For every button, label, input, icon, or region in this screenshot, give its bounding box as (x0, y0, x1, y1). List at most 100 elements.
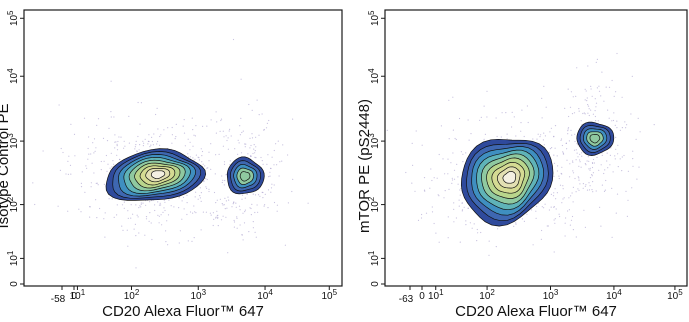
event-dot (266, 122, 268, 124)
event-dot (535, 210, 537, 212)
event-dot (513, 116, 515, 118)
event-dot (621, 156, 623, 158)
event-dot (604, 189, 607, 191)
event-dot (616, 127, 618, 129)
event-dot (228, 199, 230, 201)
event-dot (273, 164, 275, 166)
event-dot (257, 211, 259, 213)
event-dot (386, 129, 388, 131)
event-dot (132, 213, 134, 215)
event-dot (235, 206, 237, 208)
event-dot (577, 156, 579, 158)
event-dot (536, 205, 538, 208)
event-dot (444, 173, 446, 175)
event-dot (476, 228, 478, 231)
event-dot (595, 120, 597, 122)
event-dot (220, 119, 222, 122)
event-dot (580, 120, 582, 122)
event-dot (459, 189, 461, 191)
event-dot (86, 167, 88, 169)
event-dot (194, 211, 196, 213)
event-dot (215, 154, 217, 156)
event-dot (262, 191, 264, 194)
event-dot (187, 240, 189, 242)
event-dot (192, 129, 194, 131)
event-dot (520, 130, 522, 132)
event-dot (240, 152, 243, 154)
event-dot (171, 142, 173, 144)
event-dot (242, 130, 244, 132)
event-dot (467, 207, 469, 209)
event-dot (119, 159, 121, 161)
event-dot (221, 203, 223, 205)
event-dot (561, 144, 564, 147)
event-dot (128, 142, 130, 144)
event-dot (152, 144, 154, 146)
event-dot (165, 230, 167, 232)
event-dot (573, 112, 576, 114)
event-dot (254, 152, 256, 154)
event-dot (447, 158, 449, 160)
event-dot (625, 190, 627, 192)
event-dot (210, 168, 212, 170)
event-dot (186, 213, 188, 216)
event-dot (569, 106, 572, 108)
event-dot (239, 209, 241, 211)
event-dot (553, 251, 555, 253)
event-dot (448, 99, 450, 101)
event-dot (287, 202, 289, 204)
event-dot (589, 177, 592, 179)
event-dot (567, 210, 569, 212)
event-dot (110, 152, 112, 154)
event-dot (145, 204, 147, 206)
event-dot (572, 96, 574, 98)
event-dot (610, 147, 612, 149)
event-dot (486, 90, 488, 92)
event-dot (144, 234, 146, 236)
event-dot (615, 148, 617, 150)
event-dot (210, 119, 212, 121)
y-tick-label: 105 (6, 10, 20, 26)
event-dot (586, 97, 588, 99)
event-dot (480, 231, 482, 234)
event-dot (458, 117, 461, 120)
event-dot (157, 128, 159, 130)
event-dot (244, 143, 246, 145)
event-dot (170, 205, 172, 207)
event-dot (192, 157, 194, 159)
event-dot (96, 217, 98, 219)
event-dot (588, 189, 591, 191)
event-dot (488, 254, 490, 256)
event-dot (85, 165, 87, 167)
event-dot (578, 108, 580, 110)
event-dot (95, 147, 97, 149)
event-dot (554, 222, 556, 224)
event-dot (458, 205, 460, 207)
event-dot (539, 136, 541, 138)
event-dot (224, 208, 226, 210)
event-dot (173, 206, 175, 208)
event-dot (591, 166, 594, 169)
event-dot (554, 147, 556, 149)
event-dot (609, 154, 612, 156)
event-dot (572, 186, 575, 188)
event-dot (192, 212, 194, 214)
event-dot (253, 148, 255, 150)
contour-level (502, 170, 517, 184)
event-dot (556, 170, 559, 172)
event-dot (453, 169, 456, 171)
event-dot (233, 219, 235, 222)
event-dot (140, 203, 142, 205)
event-dot (237, 139, 239, 141)
event-dot (150, 222, 152, 224)
event-dot (578, 177, 580, 179)
event-dot (234, 148, 236, 150)
event-dot (636, 178, 638, 180)
event-dot (291, 190, 293, 193)
event-dot (568, 140, 571, 142)
event-dot (163, 199, 165, 201)
event-dot (453, 202, 455, 204)
event-dot (198, 159, 200, 161)
event-dot (571, 192, 573, 194)
event-dot (140, 202, 142, 204)
